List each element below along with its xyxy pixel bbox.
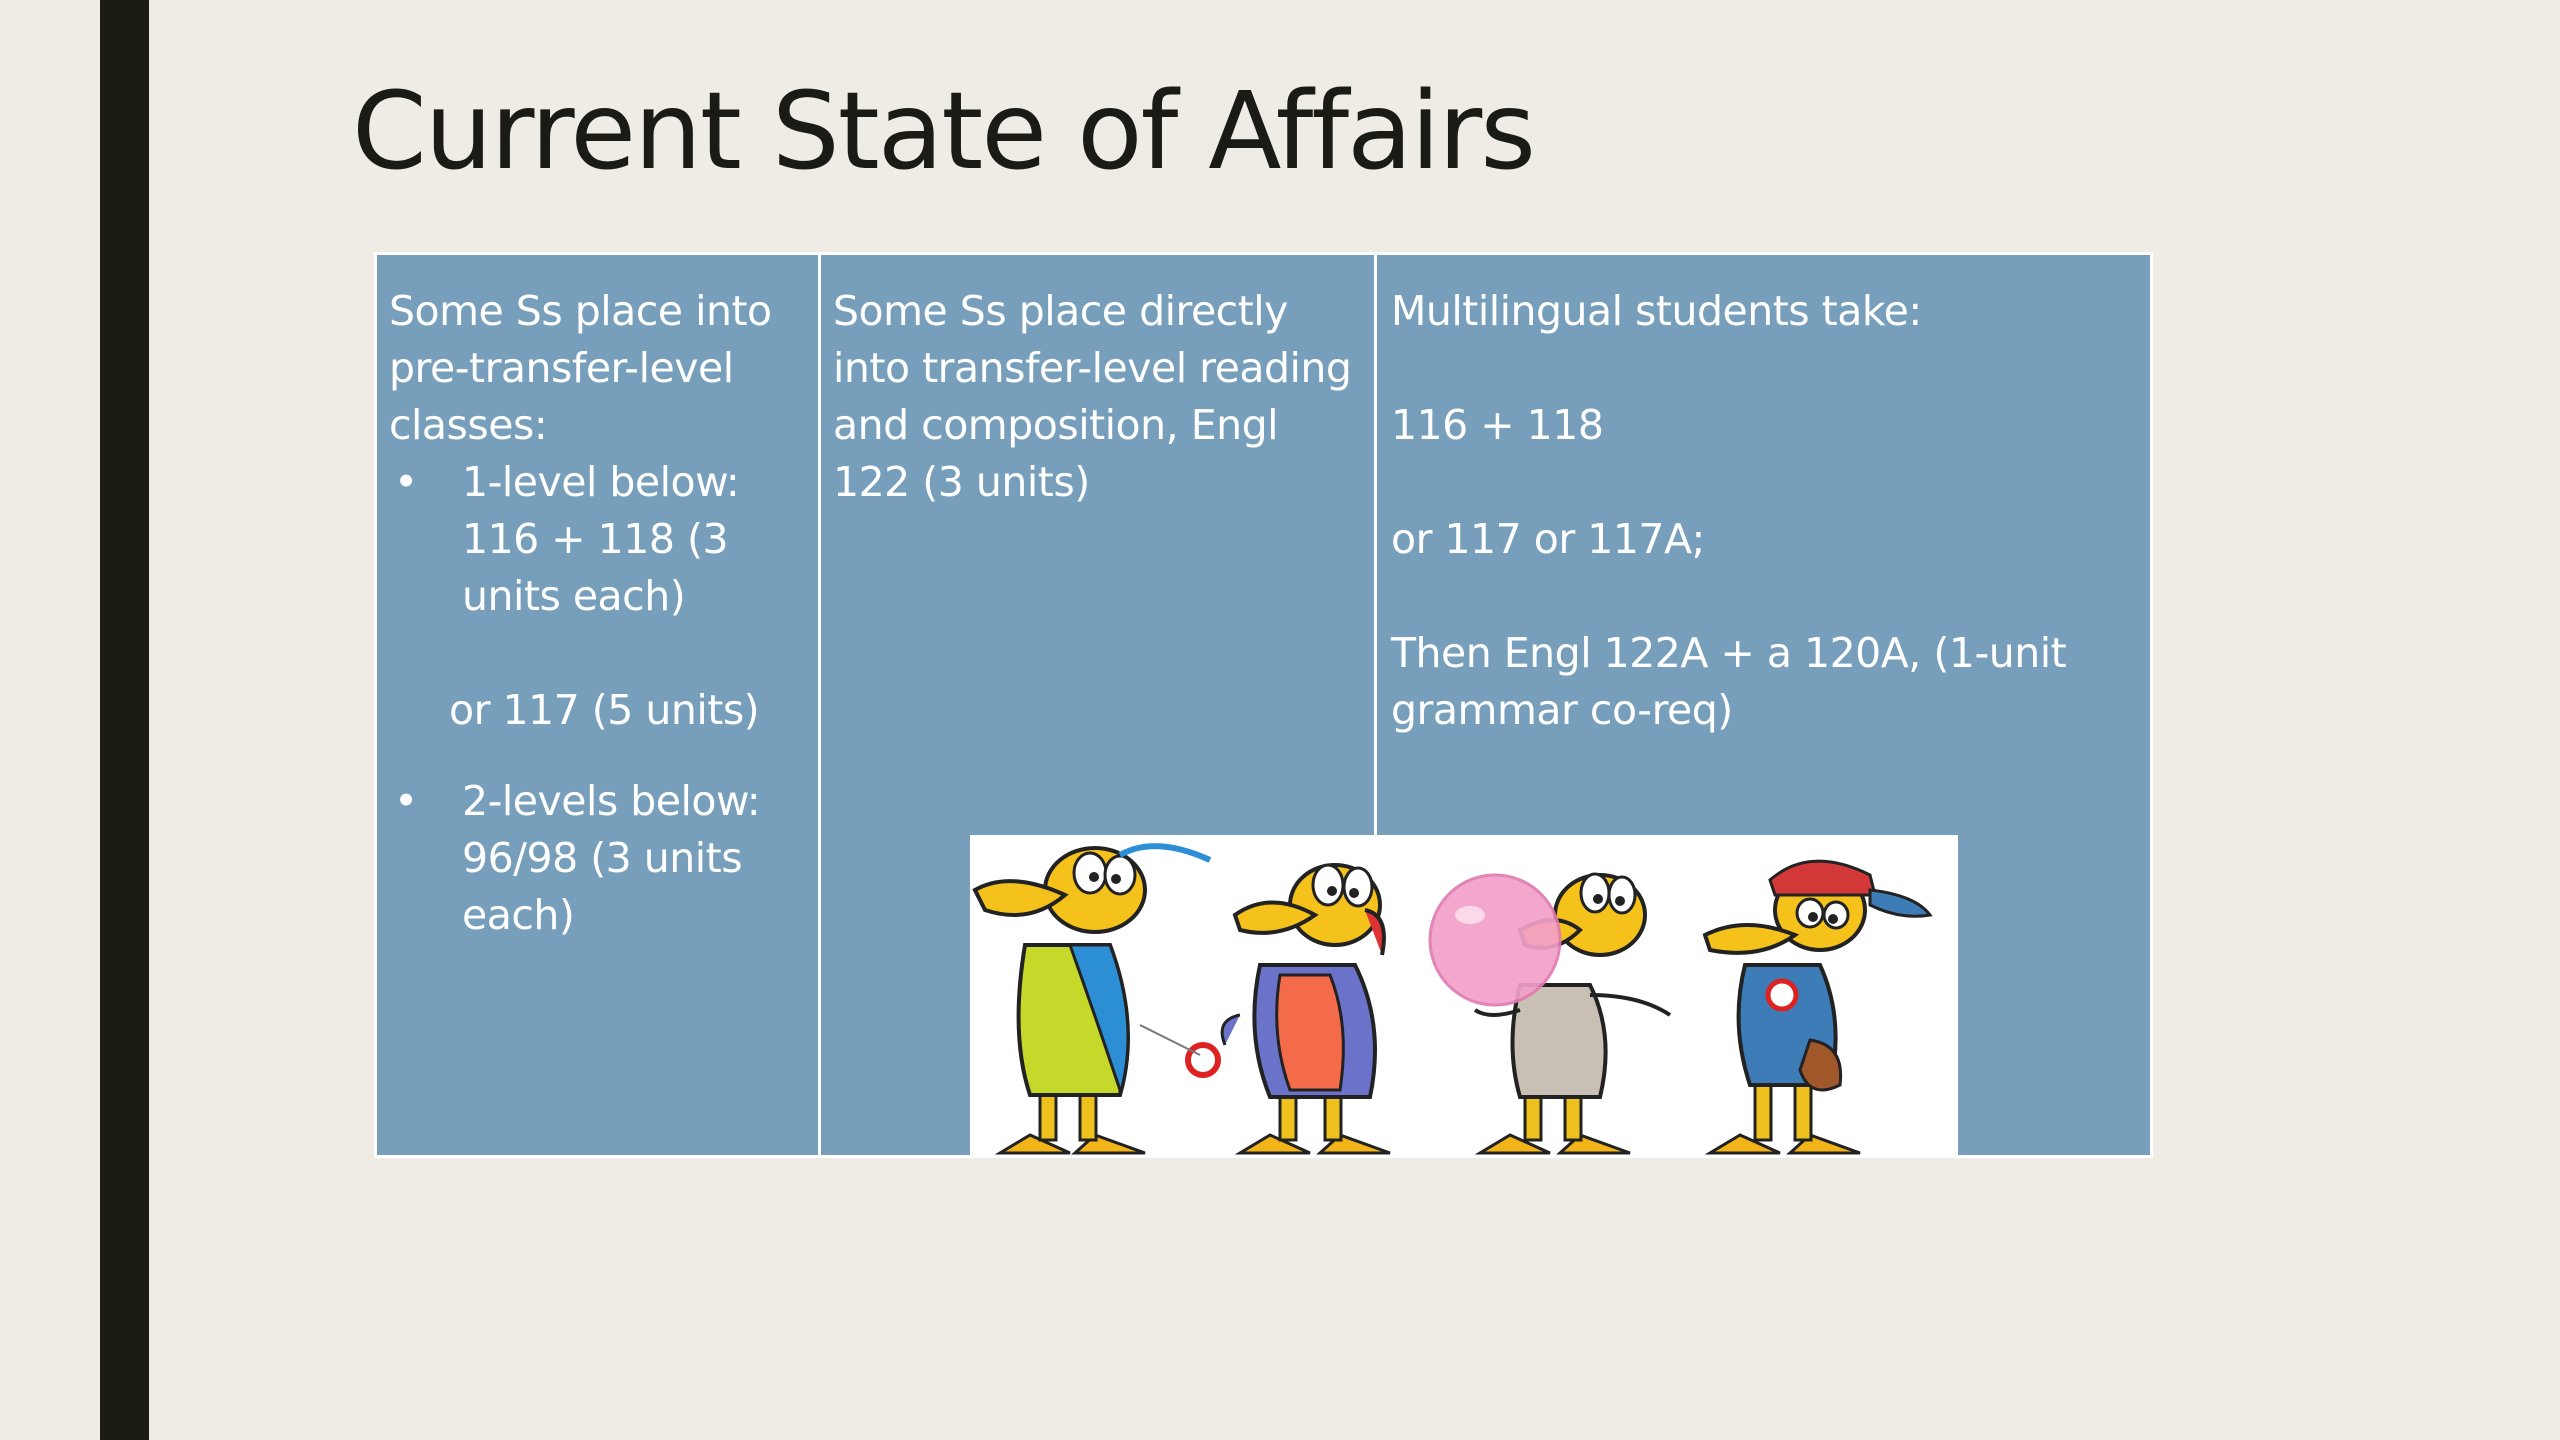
duck-red-cap — [1702, 859, 1933, 1155]
bullet-list: • 2-levels below: 96/98 (3 units each) — [389, 773, 806, 944]
bullet-icon: • — [394, 458, 418, 506]
multilingual-heading: Multilingual students take: — [1391, 287, 1922, 335]
bullet-text-two-levels: 2-levels below: 96/98 (3 units each) — [462, 777, 761, 939]
cell-intro-text: Some Ss place into pre-transfer-level cl… — [389, 287, 772, 449]
cartoon-ducks-image — [970, 835, 1958, 1158]
multilingual-course-b: or 117 or 117A; — [1391, 515, 1705, 563]
multilingual-course-a: 116 + 118 — [1391, 401, 1604, 449]
duck-yellow-green — [972, 843, 1221, 1155]
table-cell-pre-transfer: Some Ss place into pre-transfer-level cl… — [377, 255, 821, 1155]
duck-red-purple — [1220, 863, 1391, 1155]
alt-option-text: or 117 (5 units) — [449, 686, 760, 734]
bullet-text-one-level: 1-level below: 116 + 118 (3 units each) — [462, 458, 740, 620]
list-item: • 1-level below: 116 + 118 (3 units each… — [389, 454, 806, 625]
cartoon-ducks-icon — [972, 843, 1933, 1155]
bullet-list: • 1-level below: 116 + 118 (3 units each… — [389, 454, 806, 625]
cell-transfer-text: Some Ss place directly into transfer-lev… — [833, 287, 1352, 506]
side-accent-bar — [100, 0, 149, 1440]
multilingual-followup: Then Engl 122A + a 120A, (1-unit grammar… — [1391, 629, 2067, 734]
table-cell-multilingual: Multilingual students take: 116 + 118 or… — [1377, 255, 2150, 1155]
slide-title: Current State of Affairs — [352, 70, 1536, 194]
list-item: • 2-levels below: 96/98 (3 units each) — [389, 773, 806, 944]
duck-gray-bubblegum — [1428, 872, 1672, 1155]
table-cell-transfer: Some Ss place directly into transfer-lev… — [821, 255, 1377, 1155]
bullet-icon: • — [394, 777, 418, 825]
